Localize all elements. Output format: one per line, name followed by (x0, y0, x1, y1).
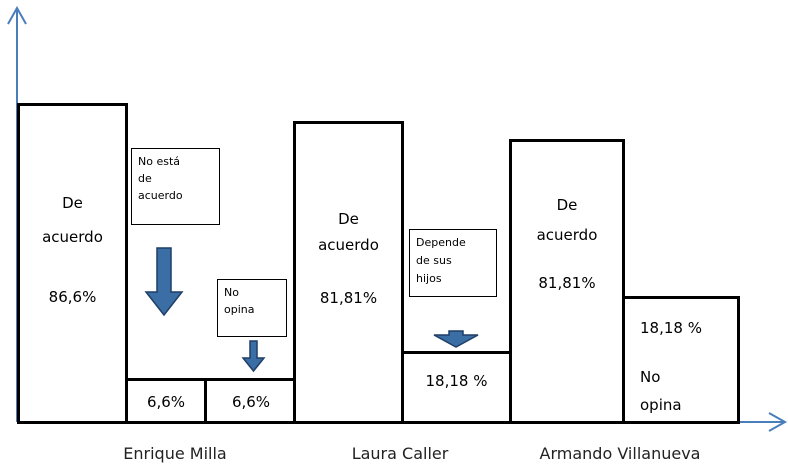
bar: De acuerdo 81,81% (293, 121, 404, 424)
x-arrow (768, 412, 788, 432)
bar: De acuerdo 81,81% (509, 139, 625, 424)
group-name: Armando Villanueva (539, 444, 701, 463)
value: 6,6% (231, 393, 271, 411)
label: De acuerdo (318, 210, 379, 254)
value: 81,81% (538, 274, 596, 292)
value: 86,6% (48, 288, 97, 306)
value: 18,18 % (425, 372, 488, 390)
label: No opina (640, 368, 682, 414)
note: Depende de sus hijos (409, 229, 497, 297)
bar: De acuerdo 86,6% (17, 103, 128, 424)
bar: 18,18 % No opina (622, 296, 740, 424)
y-arrow (7, 5, 27, 25)
value: 18,18 % (640, 319, 702, 337)
group-name: Laura Caller (351, 444, 449, 463)
label: De acuerdo (42, 194, 103, 246)
bar: 6,6% (204, 378, 298, 424)
group-name: Enrique Milla (123, 444, 227, 463)
label: De acuerdo (536, 196, 598, 244)
note: No opina (217, 279, 287, 337)
bar: 18,18 % (401, 351, 512, 424)
value: 6,6% (146, 393, 186, 411)
value: 81,81% (319, 289, 378, 307)
bar: 6,6% (125, 378, 207, 424)
note: No está de acuerdo (131, 148, 220, 225)
